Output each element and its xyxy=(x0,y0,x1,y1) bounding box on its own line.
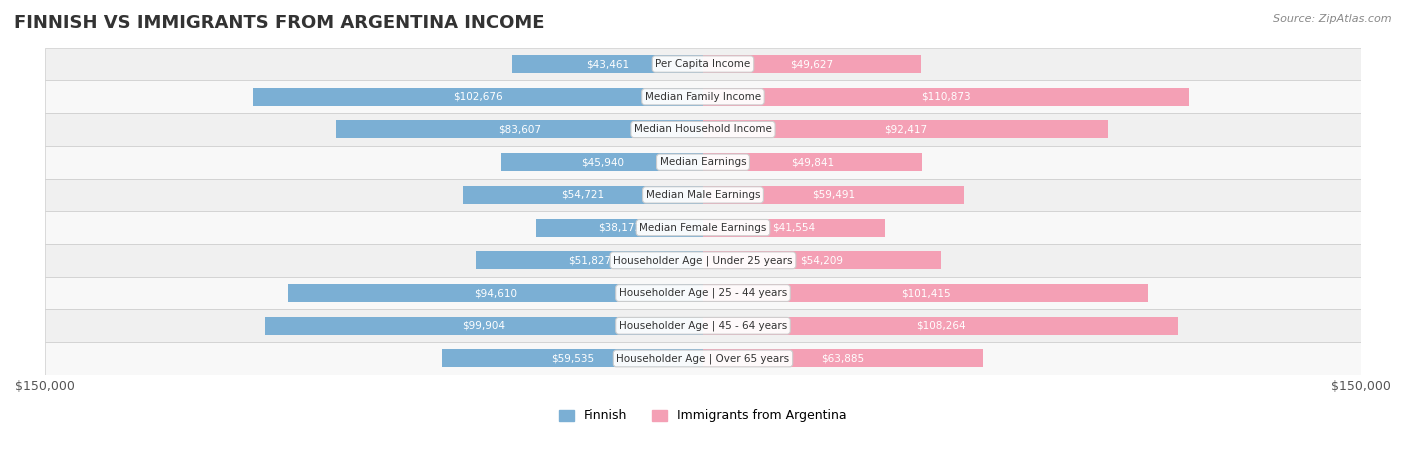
Bar xyxy=(475,251,703,269)
Bar xyxy=(288,284,703,302)
Text: $51,827: $51,827 xyxy=(568,255,610,265)
Text: $63,885: $63,885 xyxy=(821,354,865,363)
Bar xyxy=(703,120,1108,139)
Bar xyxy=(703,88,1189,106)
Bar xyxy=(45,244,1361,277)
Text: $49,627: $49,627 xyxy=(790,59,834,69)
Text: $54,209: $54,209 xyxy=(800,255,844,265)
Bar xyxy=(45,48,1361,80)
Text: $38,173: $38,173 xyxy=(598,223,641,233)
Bar xyxy=(45,178,1361,211)
Text: $43,461: $43,461 xyxy=(586,59,630,69)
Bar xyxy=(253,88,703,106)
Text: $59,491: $59,491 xyxy=(811,190,855,200)
Bar xyxy=(703,153,922,171)
Bar xyxy=(703,55,921,73)
Bar xyxy=(45,277,1361,310)
Bar xyxy=(512,55,703,73)
Text: $99,904: $99,904 xyxy=(463,321,505,331)
Legend: Finnish, Immigrants from Argentina: Finnish, Immigrants from Argentina xyxy=(554,404,852,427)
Bar xyxy=(45,310,1361,342)
Bar xyxy=(703,349,983,368)
Text: Householder Age | Under 25 years: Householder Age | Under 25 years xyxy=(613,255,793,266)
Text: $83,607: $83,607 xyxy=(498,125,541,134)
Text: Householder Age | 45 - 64 years: Householder Age | 45 - 64 years xyxy=(619,320,787,331)
Bar xyxy=(45,80,1361,113)
Bar xyxy=(703,219,886,237)
Text: Householder Age | 25 - 44 years: Householder Age | 25 - 44 years xyxy=(619,288,787,298)
Bar xyxy=(336,120,703,139)
Text: FINNISH VS IMMIGRANTS FROM ARGENTINA INCOME: FINNISH VS IMMIGRANTS FROM ARGENTINA INC… xyxy=(14,14,544,32)
Text: Median Earnings: Median Earnings xyxy=(659,157,747,167)
Text: $59,535: $59,535 xyxy=(551,354,593,363)
Bar xyxy=(703,317,1178,335)
Text: $110,873: $110,873 xyxy=(921,92,972,102)
Text: $92,417: $92,417 xyxy=(884,125,928,134)
Text: $41,554: $41,554 xyxy=(772,223,815,233)
Bar xyxy=(703,251,941,269)
Bar xyxy=(45,342,1361,375)
Text: $108,264: $108,264 xyxy=(915,321,966,331)
Text: $49,841: $49,841 xyxy=(790,157,834,167)
Text: Median Male Earnings: Median Male Earnings xyxy=(645,190,761,200)
Bar xyxy=(703,284,1147,302)
Text: $102,676: $102,676 xyxy=(453,92,502,102)
Bar xyxy=(463,186,703,204)
Bar xyxy=(441,349,703,368)
Text: Per Capita Income: Per Capita Income xyxy=(655,59,751,69)
Bar xyxy=(703,186,965,204)
Text: Median Female Earnings: Median Female Earnings xyxy=(640,223,766,233)
Text: Source: ZipAtlas.com: Source: ZipAtlas.com xyxy=(1274,14,1392,24)
Text: $54,721: $54,721 xyxy=(561,190,605,200)
Bar xyxy=(45,146,1361,178)
Bar xyxy=(45,113,1361,146)
Text: Median Family Income: Median Family Income xyxy=(645,92,761,102)
Text: Median Household Income: Median Household Income xyxy=(634,125,772,134)
Text: $45,940: $45,940 xyxy=(581,157,624,167)
Bar xyxy=(264,317,703,335)
Bar xyxy=(502,153,703,171)
Text: $94,610: $94,610 xyxy=(474,288,517,298)
Bar xyxy=(45,211,1361,244)
Text: $101,415: $101,415 xyxy=(901,288,950,298)
Bar xyxy=(536,219,703,237)
Text: Householder Age | Over 65 years: Householder Age | Over 65 years xyxy=(616,353,790,364)
